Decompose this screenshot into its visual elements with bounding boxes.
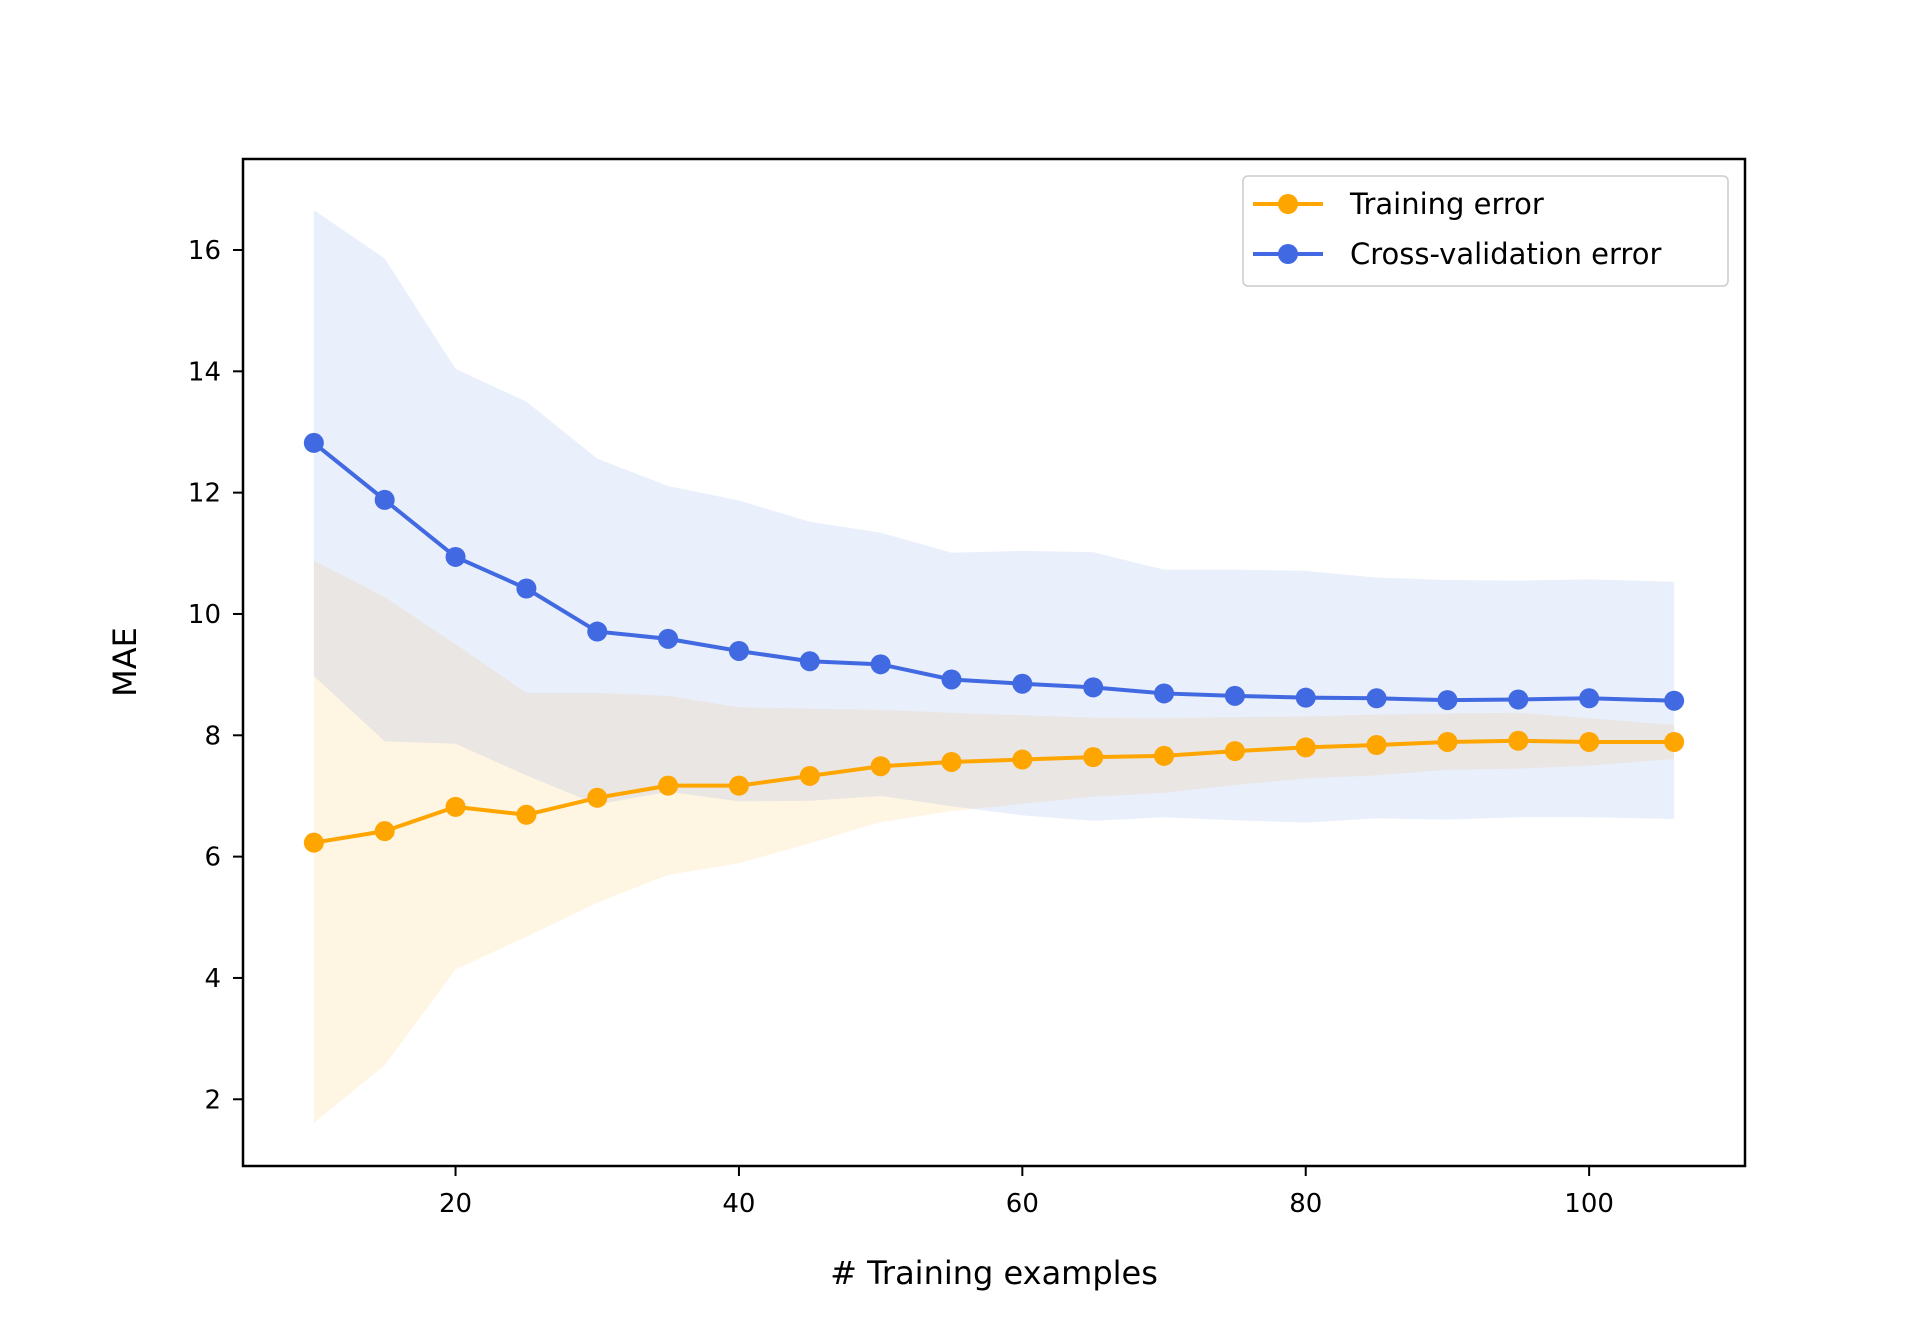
cross-validation-error-point (374, 489, 395, 510)
training-error-point (870, 756, 891, 777)
legend-label-training: Training error (1349, 187, 1544, 221)
plot-frame (241, 157, 1747, 1168)
cross-validation-error-point (1154, 683, 1175, 704)
cross-validation-error-line (312, 441, 1675, 703)
cross-validation-error-point (1579, 688, 1600, 709)
training-error-point (1154, 745, 1175, 766)
legend: Training error Cross-validation error (1242, 175, 1729, 287)
legend-label-cv: Cross-validation error (1350, 237, 1661, 271)
training-error-point (1083, 747, 1104, 768)
training-error-line (313, 738, 1675, 845)
training-error-point (1012, 749, 1033, 770)
cross-validation-error-point (941, 669, 962, 690)
cross-validation-error-point (870, 654, 891, 675)
cross-validation-error-point (303, 432, 324, 453)
cross-validation-error-point (1224, 685, 1245, 706)
training-error-point (445, 796, 466, 817)
y-axis-ticks: 2 4 6 8 10 12 14 16 (188, 236, 243, 1115)
cross-validation-error-point (728, 640, 749, 661)
cross-validation-error-point (658, 628, 679, 649)
cross-validation-error-point (1295, 687, 1316, 708)
cross-validation-error-band (313, 209, 1675, 823)
y-tick-label: 16 (188, 236, 221, 266)
cross-validation-error-point (516, 578, 537, 599)
cross-validation-error-point (445, 546, 466, 567)
cross-validation-error-point (1664, 690, 1685, 711)
legend-swatch-training-marker (1278, 194, 1298, 214)
cross-validation-error-point (1437, 690, 1458, 711)
cross-validation-error-point (1012, 673, 1033, 694)
x-tick-label: 20 (439, 1189, 472, 1219)
training-error-point (728, 775, 749, 796)
x-tick-label: 40 (722, 1189, 755, 1219)
y-tick-label: 4 (204, 964, 221, 994)
training-error-band (313, 560, 1675, 1123)
training-error-point (1437, 731, 1458, 752)
confidence-bands (313, 209, 1675, 1123)
cross-validation-error-point (799, 651, 820, 672)
y-tick-label: 10 (188, 600, 221, 630)
x-axis-ticks: 20 40 60 80 100 (439, 1166, 1614, 1219)
training-error-point (587, 787, 608, 808)
x-tick-label: 60 (1006, 1189, 1039, 1219)
x-tick-label: 100 (1564, 1189, 1614, 1219)
training-error-point (516, 804, 537, 825)
cross-validation-error-point (587, 621, 608, 642)
y-tick-label: 6 (204, 843, 221, 873)
training-error-point (1224, 741, 1245, 762)
training-error-point (658, 775, 679, 796)
training-error-point (1579, 731, 1600, 752)
series-lines (312, 441, 1675, 845)
cross-validation-error-point (1083, 677, 1104, 698)
y-tick-label: 2 (204, 1085, 221, 1115)
y-axis-title: MAE (106, 627, 144, 697)
y-tick-label: 12 (188, 479, 221, 509)
training-error-point (374, 821, 395, 842)
training-error-point (941, 751, 962, 772)
training-error-point (799, 765, 820, 786)
training-error-point (1366, 735, 1387, 756)
legend-swatch-cv-marker (1278, 244, 1298, 264)
y-tick-label: 8 (204, 721, 221, 751)
training-error-point (1508, 730, 1529, 751)
y-tick-label: 14 (188, 357, 221, 387)
x-tick-label: 80 (1289, 1189, 1322, 1219)
training-error-point (303, 832, 324, 853)
legend-box (1242, 175, 1729, 287)
series-markers (303, 432, 1685, 853)
training-error-point (1295, 737, 1316, 758)
x-axis-title: # Training examples (830, 1254, 1158, 1292)
cross-validation-error-point (1366, 688, 1387, 709)
cross-validation-error-point (1508, 689, 1529, 710)
training-error-point (1664, 731, 1685, 752)
